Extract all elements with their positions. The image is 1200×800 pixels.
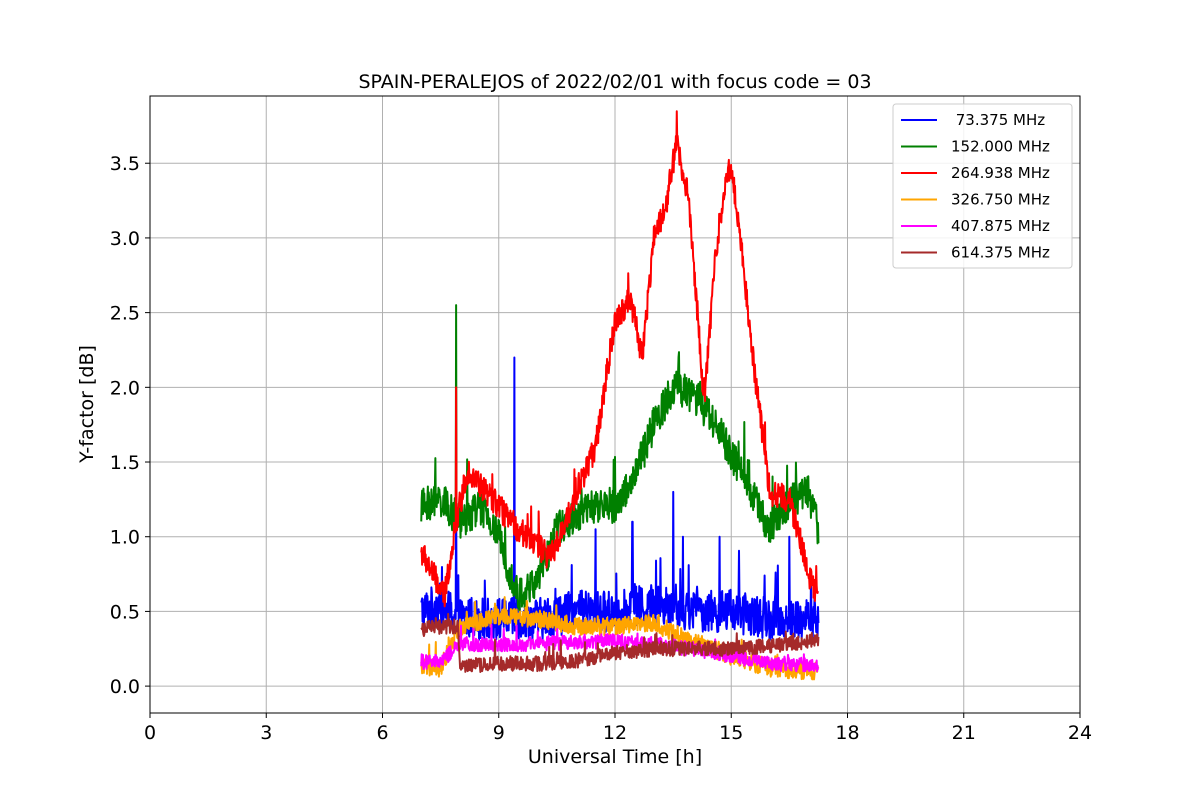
x-tick-label: 24 xyxy=(1068,722,1092,744)
legend-label: 73.375 MHz xyxy=(951,111,1045,129)
chart-title: SPAIN-PERALEJOS of 2022/02/01 with focus… xyxy=(358,71,871,93)
ticks: 0 3 6 9 12 15 18 21 24 0.0 0.5 1.0 1.5 2.0 2.5 3.0 3.5 xyxy=(110,153,1092,744)
x-axis-label: Universal Time [h] xyxy=(528,746,702,768)
legend-label: 326.750 MHz xyxy=(951,191,1050,209)
x-tick-label: 21 xyxy=(952,722,976,744)
legend: 73.375 MHz 152.000 MHz 264.938 MHz 326.750 … xyxy=(892,103,1073,269)
y-tick-label: 3.5 xyxy=(110,153,140,175)
y-tick-label: 1.5 xyxy=(110,452,140,474)
y-tick-label: 3.0 xyxy=(110,228,140,250)
series-line-2 xyxy=(420,110,819,608)
y-tick-label: 2.5 xyxy=(110,303,140,325)
legend-label: 407.875 MHz xyxy=(951,217,1050,235)
series-line-1 xyxy=(420,304,820,612)
legend-box xyxy=(892,103,1073,269)
plot-lines xyxy=(420,110,820,681)
y-tick-label: 2.0 xyxy=(110,377,140,399)
x-tick-label: 3 xyxy=(260,722,272,744)
legend-label: 264.938 MHz xyxy=(951,164,1050,182)
y-tick-label: 0.5 xyxy=(110,601,140,623)
y-tick-label: 1.0 xyxy=(110,527,140,549)
x-tick-label: 0 xyxy=(144,722,156,744)
legend-label: 614.375 MHz xyxy=(951,244,1050,262)
x-tick-label: 15 xyxy=(719,722,743,744)
x-tick-label: 9 xyxy=(493,722,505,744)
y-axis-label: Y-factor [dB] xyxy=(76,345,98,464)
series-line-4 xyxy=(420,623,819,673)
series-line-5 xyxy=(420,612,820,673)
x-tick-label: 12 xyxy=(603,722,627,744)
x-tick-label: 18 xyxy=(835,722,859,744)
x-tick-label: 6 xyxy=(376,722,388,744)
legend-label: 152.000 MHz xyxy=(951,138,1050,156)
y-tick-label: 0.0 xyxy=(110,676,140,698)
